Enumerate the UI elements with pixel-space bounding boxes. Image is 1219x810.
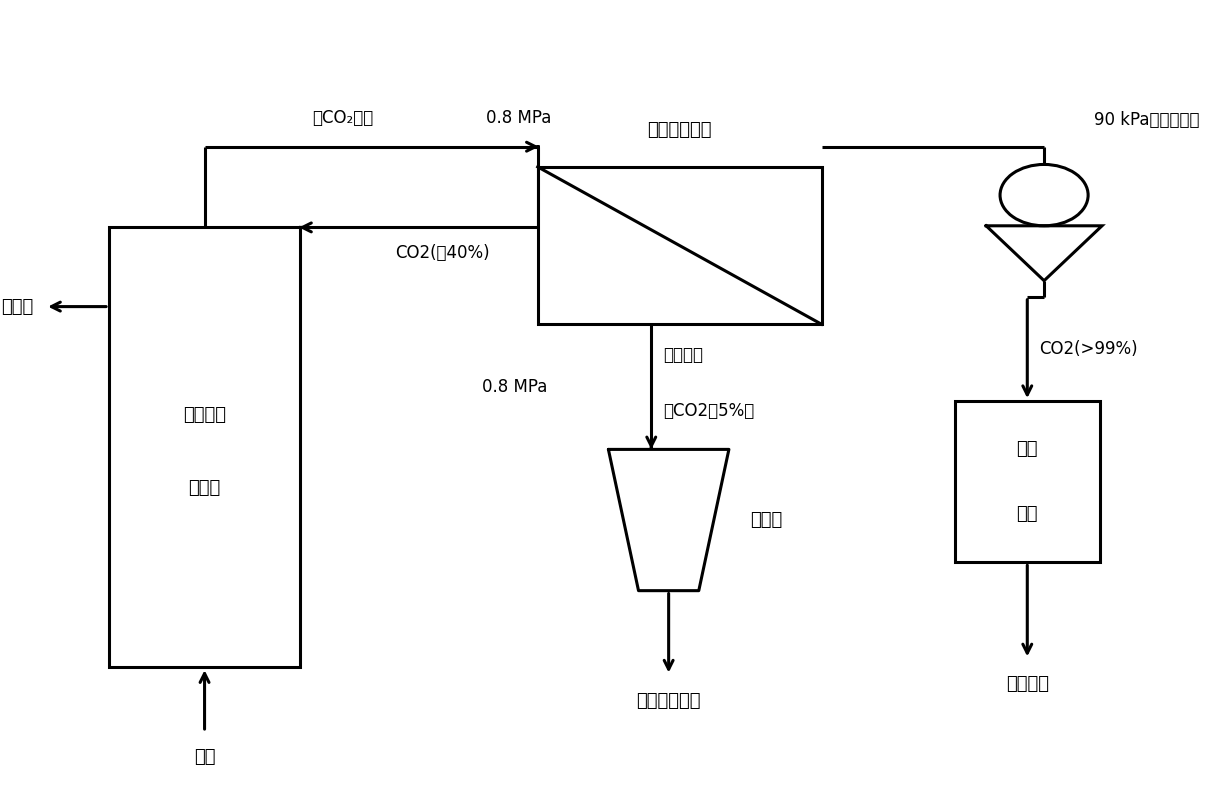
Text: 原料: 原料 (194, 748, 216, 766)
Bar (108, 228, 300, 667)
Circle shape (1000, 164, 1089, 226)
Text: 燃烧: 燃烧 (1017, 505, 1039, 523)
Polygon shape (986, 226, 1102, 281)
Text: CO2(～40%): CO2(～40%) (395, 244, 489, 262)
Text: 清洁气: 清洁气 (1, 297, 34, 316)
Text: 催化: 催化 (1017, 441, 1039, 458)
Text: 压缩机: 压缩机 (750, 511, 783, 529)
Text: 下游工序管网: 下游工序管网 (636, 692, 701, 710)
Text: 0.8 MPa: 0.8 MPa (482, 377, 547, 396)
Text: 低温甲醇: 低温甲醇 (183, 406, 226, 424)
Text: CO2(>99%): CO2(>99%) (1039, 340, 1137, 358)
Bar (538, 167, 822, 324)
Text: 90 kPa（真空度）: 90 kPa（真空度） (1093, 111, 1199, 129)
Text: 分子筛膜组件: 分子筛膜组件 (647, 121, 712, 139)
Text: 洗装置: 洗装置 (189, 479, 221, 497)
Text: 达标排放: 达标排放 (1006, 676, 1048, 693)
Text: （CO2～5%）: （CO2～5%） (663, 402, 755, 420)
Polygon shape (608, 450, 729, 590)
Text: 富CO₂废气: 富CO₂废气 (312, 109, 373, 127)
Text: 烃类产品: 烃类产品 (663, 346, 703, 364)
Text: 0.8 MPa: 0.8 MPa (485, 109, 551, 127)
Bar (954, 401, 1100, 562)
